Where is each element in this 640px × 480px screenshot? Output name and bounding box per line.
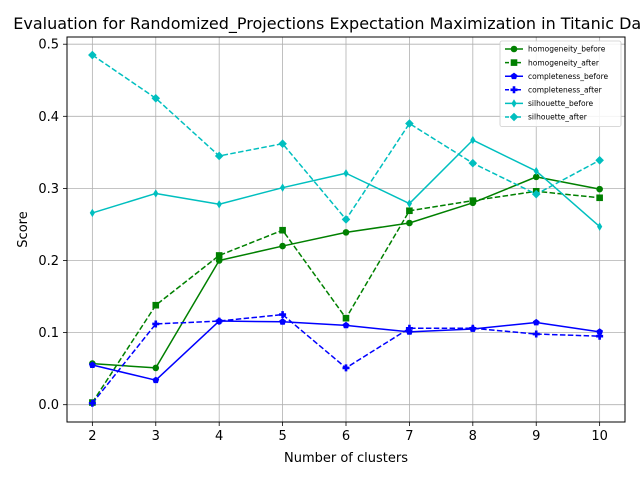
legend-marker bbox=[510, 86, 518, 94]
data-point bbox=[343, 169, 349, 178]
legend-label: homogeneity_before bbox=[528, 45, 606, 54]
y-axis-label: Score bbox=[16, 211, 31, 247]
data-point bbox=[532, 318, 540, 326]
data-point bbox=[152, 364, 160, 372]
legend-entry: completeness_before bbox=[505, 72, 608, 81]
data-point bbox=[214, 151, 224, 161]
data-point bbox=[342, 321, 350, 329]
axis-ticks: 2 3 4 5 6 7 8 9 10 0.0 0.1 0.2 0.3 0.4 0.5 bbox=[38, 38, 608, 444]
legend-label: completeness_after bbox=[528, 86, 603, 95]
data-point bbox=[215, 252, 223, 259]
data-point bbox=[88, 50, 97, 60]
data-point bbox=[532, 173, 540, 181]
data-point bbox=[279, 318, 287, 325]
data-point bbox=[279, 226, 286, 234]
data-point bbox=[342, 229, 350, 236]
data-point bbox=[405, 324, 413, 332]
data-point bbox=[470, 135, 476, 145]
legend-label: homogeneity_after bbox=[528, 58, 600, 67]
x-tick-label: 2 bbox=[88, 429, 96, 444]
legend-label: silhouette_after bbox=[528, 113, 588, 122]
data-point bbox=[279, 311, 287, 319]
legend-marker bbox=[510, 59, 518, 66]
data-point bbox=[153, 189, 159, 198]
y-tick-label: 0.3 bbox=[38, 182, 59, 197]
legend-marker bbox=[509, 112, 519, 122]
data-point bbox=[279, 242, 286, 250]
data-point bbox=[151, 93, 161, 103]
y-tick-label: 0.2 bbox=[38, 254, 59, 269]
y-tick-label: 0.1 bbox=[38, 326, 59, 341]
series-homogeneity-before bbox=[89, 173, 603, 372]
x-tick-label: 9 bbox=[532, 429, 540, 444]
data-point bbox=[406, 207, 413, 215]
data-point bbox=[596, 328, 604, 335]
data-point bbox=[468, 158, 478, 168]
data-point bbox=[342, 314, 350, 322]
x-tick-label: 6 bbox=[342, 429, 350, 444]
y-tick-label: 0.5 bbox=[38, 38, 59, 53]
data-point bbox=[89, 208, 95, 218]
series-completeness-after bbox=[88, 311, 604, 407]
data-point bbox=[341, 215, 351, 224]
data-point bbox=[469, 197, 477, 204]
legend: homogeneity_before homogeneity_aftercompl… bbox=[499, 40, 622, 127]
legend-label: silhouette_before bbox=[528, 99, 594, 108]
legend-marker bbox=[510, 72, 518, 80]
data-point bbox=[88, 399, 96, 407]
x-tick-label: 3 bbox=[152, 429, 160, 444]
data-point bbox=[342, 364, 350, 372]
x-axis-label: Number of clusters bbox=[284, 451, 408, 466]
legend-entry: completeness_after bbox=[505, 86, 603, 95]
x-tick-label: 5 bbox=[278, 429, 286, 444]
data-point bbox=[596, 194, 603, 202]
x-tick-label: 4 bbox=[215, 429, 223, 444]
legend-entry: silhouette_after bbox=[505, 112, 588, 122]
legend-marker bbox=[511, 99, 517, 108]
legend-entry: silhouette_before bbox=[505, 99, 594, 108]
data-point bbox=[533, 166, 539, 176]
x-tick-label: 8 bbox=[469, 429, 477, 444]
data-point bbox=[595, 155, 604, 165]
data-point bbox=[152, 301, 160, 309]
data-point bbox=[215, 317, 223, 325]
data-point bbox=[531, 189, 541, 199]
data-point bbox=[152, 376, 160, 384]
data-point bbox=[532, 330, 540, 338]
series-silhouette-before bbox=[89, 135, 603, 231]
x-tick-label: 10 bbox=[591, 429, 608, 444]
x-tick-label: 7 bbox=[405, 429, 413, 444]
data-point bbox=[596, 332, 604, 340]
data-point bbox=[152, 320, 160, 328]
data-point bbox=[406, 219, 413, 227]
series-group bbox=[88, 50, 604, 407]
legend-label: completeness_before bbox=[528, 72, 608, 81]
data-point bbox=[406, 199, 413, 208]
y-tick-label: 0.0 bbox=[38, 398, 59, 413]
data-point bbox=[216, 200, 222, 209]
data-point bbox=[88, 361, 96, 368]
data-point bbox=[596, 185, 603, 193]
data-point bbox=[405, 119, 414, 128]
legend-box bbox=[499, 40, 622, 127]
y-tick-label: 0.4 bbox=[38, 110, 59, 125]
chart-title: Evaluation for Randomized_Projections Ex… bbox=[13, 14, 640, 34]
legend-entry: homogeneity_after bbox=[505, 58, 600, 67]
legend-marker bbox=[510, 45, 518, 53]
data-point bbox=[215, 257, 223, 264]
data-point bbox=[279, 183, 286, 192]
data-point bbox=[597, 222, 603, 231]
data-point bbox=[278, 139, 287, 149]
series-silhouette-after bbox=[88, 50, 604, 224]
data-point bbox=[469, 324, 477, 332]
legend-entry: homogeneity_before bbox=[505, 45, 606, 54]
